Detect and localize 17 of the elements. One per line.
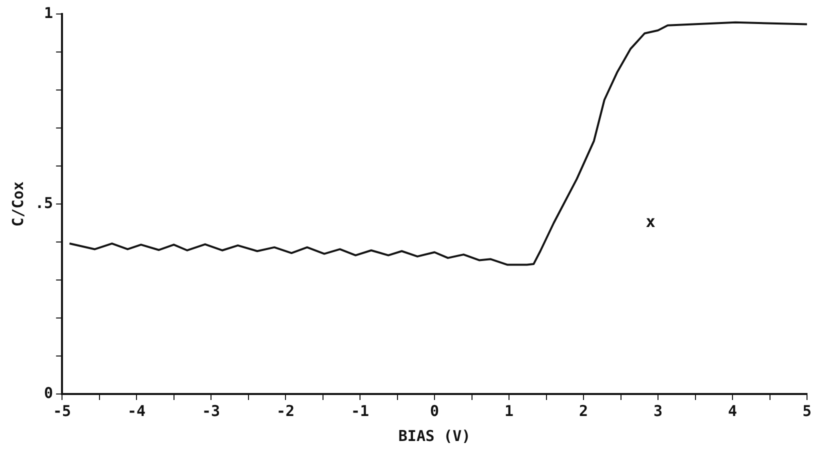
x-tick-label: 2	[579, 402, 588, 420]
x-tick-label: -3	[202, 402, 220, 420]
y-axis-title: C/Cox	[8, 181, 27, 227]
y-tick-label: 1	[44, 4, 54, 22]
y-tick-label: .5	[35, 194, 54, 212]
x-tick-label: -1	[351, 402, 370, 420]
x-tick-label: 5	[802, 402, 812, 420]
y-tick-label: 0	[44, 384, 54, 402]
x-axis-title: BIAS (V)	[398, 426, 471, 445]
x-tick-label: -4	[128, 402, 146, 420]
annotation: x	[646, 212, 656, 232]
x-tick-label: 4	[728, 402, 738, 420]
x-tick-label: -5	[53, 402, 72, 420]
x-tick-label: -2	[276, 402, 295, 420]
x-tick-label: 1	[504, 402, 514, 420]
x-tick-label: 0	[430, 402, 440, 420]
x-tick-label: 3	[653, 402, 663, 420]
